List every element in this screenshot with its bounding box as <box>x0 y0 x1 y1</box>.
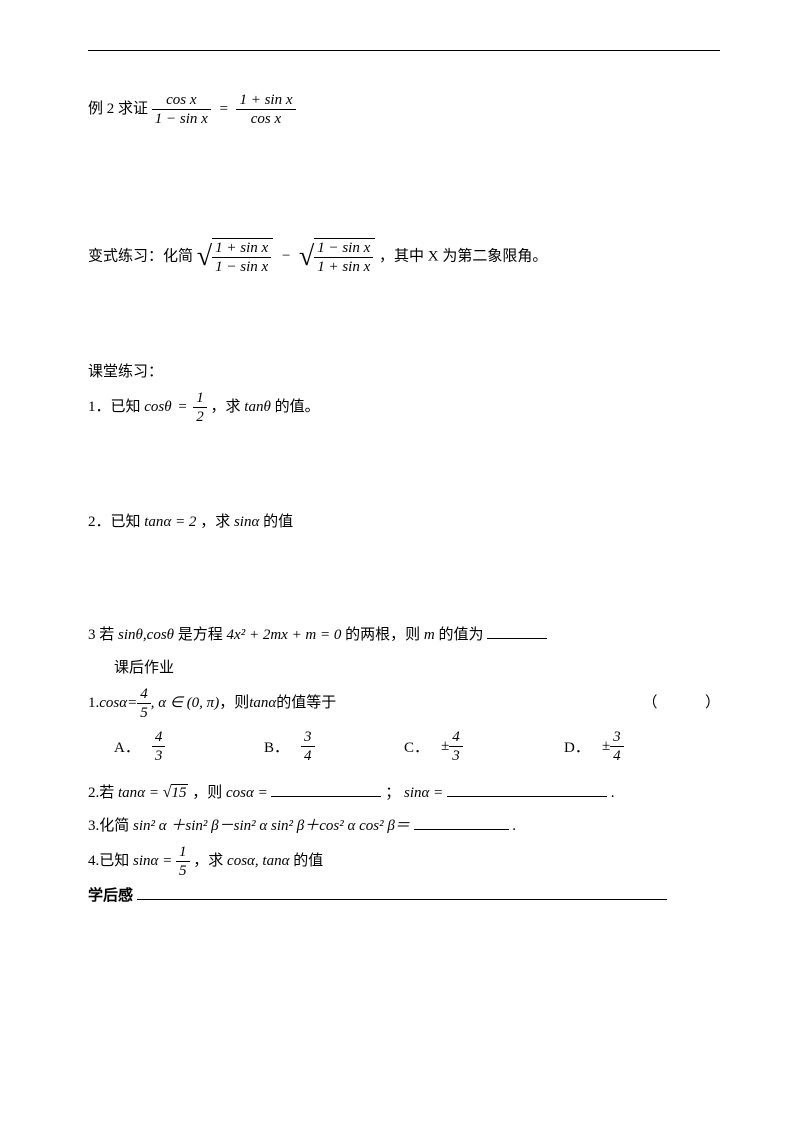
question-2: 2．已知 tanα = 2 ，求 sinα 的值 <box>88 506 720 539</box>
hw3-blank <box>414 814 509 830</box>
var-sqrt1: √ 1 + sin x 1 − sin x <box>197 238 273 276</box>
option-b: B． 34 <box>264 728 404 765</box>
homework-2: 2.若 tanα = √15 ，则 cosα = ； sinα = . <box>88 775 720 810</box>
top-rule <box>88 50 720 51</box>
option-d: D． ± 34 <box>564 728 624 765</box>
homework-3: 3.化简 sin² α ＋sin² β－sin² α sin² β＋cos² α… <box>88 810 720 843</box>
var-minus: − <box>277 248 295 264</box>
reflection-label: 学后感 <box>88 888 133 904</box>
example-2: 例 2 求证 cos x 1 − sin x = 1 + sin x cos x <box>88 91 720 128</box>
reflection: 学后感 <box>88 880 720 913</box>
q3-poly: 4x² + 2mx + m = 0 <box>227 627 342 643</box>
option-a: A． 43 <box>114 728 264 765</box>
hw2-blank2 <box>447 781 607 797</box>
homework-1-options: A． 43 B． 34 C． ± 43 D． ± 34 <box>88 728 720 765</box>
variation-practice: 变式练习：化简 √ 1 + sin x 1 − sin x − √ 1 − si… <box>88 238 720 276</box>
question-3: 3 若 sinθ,cosθ 是方程 4x² + 2mx + m = 0 的两根，… <box>88 619 720 652</box>
hw2-sqrt: √15 <box>163 775 189 810</box>
ex2-frac1: cos x 1 − sin x <box>152 91 211 128</box>
hw1-frac: 4 5 <box>137 685 151 722</box>
ex2-frac2: 1 + sin x cos x <box>236 91 295 128</box>
homework-4: 4.已知 sinα = 1 5 ，求 cosα, tanα 的值 <box>88 843 720 880</box>
var-sqrt2: √ 1 − sin x 1 + sin x <box>299 238 375 276</box>
var-suffix: ，其中 X 为第二象限角。 <box>379 248 547 264</box>
option-c: C． ± 43 <box>404 728 564 765</box>
reflection-blank <box>137 884 667 900</box>
hw3-expr: sin² α ＋sin² β－sin² α sin² β＋cos² α cos²… <box>133 818 410 834</box>
homework-1: 1. cosα = 4 5 , α ∈ (0, π) ，则 tanα 的值等于 … <box>88 685 720 722</box>
var-prefix: 变式练习：化简 <box>88 248 193 264</box>
q3-blank <box>487 623 547 639</box>
ex2-prefix: 例 2 求证 <box>88 101 148 117</box>
section-homework: 课后作业 <box>114 652 720 685</box>
ex2-eq: = <box>215 101 233 117</box>
hw4-frac: 1 5 <box>176 843 190 880</box>
hw1-paren-r: ） <box>705 695 720 711</box>
question-1: 1．已知 cosθ = 1 2 ，求 tanθ 的值。 <box>88 389 720 426</box>
hw2-blank1 <box>271 781 381 797</box>
section-class-practice: 课堂练习： <box>88 356 720 389</box>
q1-frac: 1 2 <box>193 389 207 426</box>
hw1-paren-l: （ <box>642 695 657 711</box>
